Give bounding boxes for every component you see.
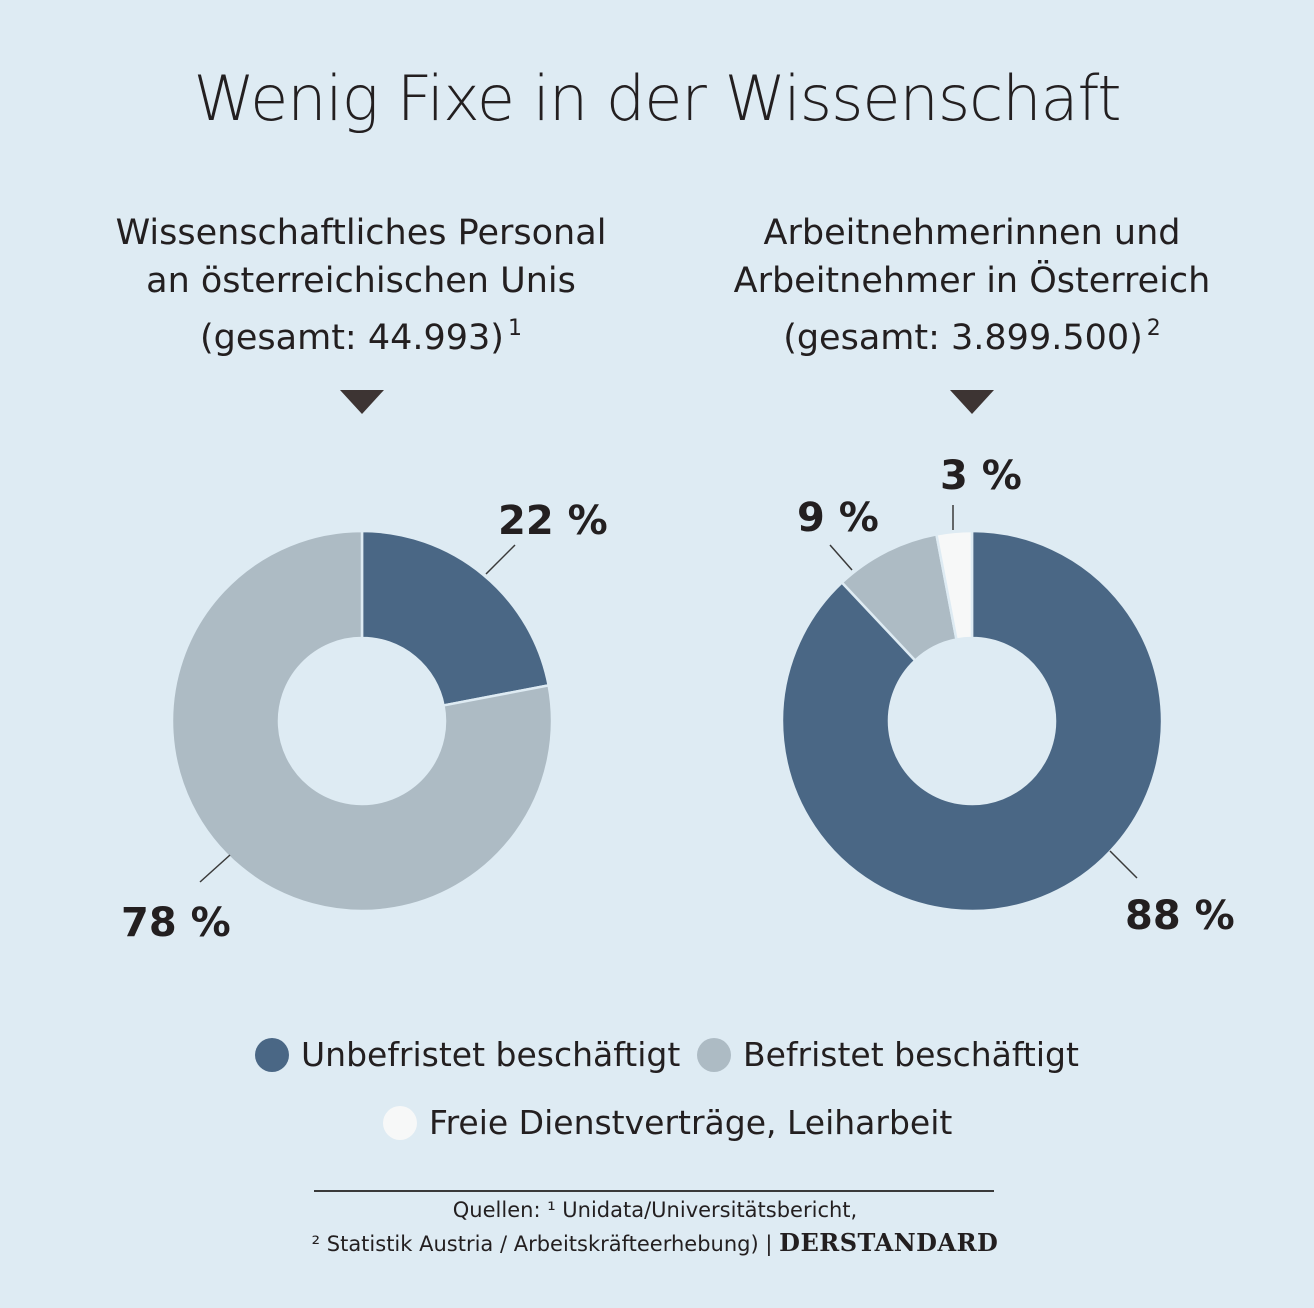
donut-left-slice-unbefristet [360, 529, 551, 707]
subtitle-right-line-2: Arbeitnehmer in Österreich [733, 261, 1211, 301]
legend-item-unbefristet: Unbefristet beschäftigt [255, 1035, 680, 1074]
legend-label-freie: Freie Dienstverträge, Leiharbeit [429, 1103, 953, 1142]
donut-right-slice-unbefristet [780, 529, 1164, 913]
legend-swatch-befristet [697, 1037, 731, 1072]
pct-label-right-befristet: 9 % [797, 495, 879, 541]
pct-label-left-befristet: 78 % [121, 900, 231, 946]
footnote-mark-1: 1 [507, 316, 522, 341]
subtitle-left: Wissenschaftliches Personal an österreic… [81, 209, 641, 362]
legend-item-freie: Freie Dienstverträge, Leiharbeit [383, 1103, 952, 1142]
subtitle-right-line-3: (gesamt: 3.899.500) [783, 318, 1143, 358]
pct-label-left-unbefristet: 22 % [498, 498, 608, 544]
leader-line-left-befristet [199, 854, 231, 883]
pct-label-right-freie: 3 % [940, 453, 1022, 499]
source-divider [314, 1190, 994, 1192]
subtitle-left-line-1: Wissenschaftliches Personal [115, 213, 607, 253]
legend-item-befristet: Befristet beschäftigt [697, 1035, 1079, 1074]
arrow-down-icon-right [950, 390, 994, 414]
donut-left-slice-befristet [170, 529, 554, 913]
leader-line-left-unbefristet [485, 544, 516, 575]
subtitle-right: Arbeitnehmerinnen und Arbeitnehmer in Ös… [692, 209, 1252, 362]
arrow-down-icon-left [340, 390, 384, 414]
donut-chart-right [780, 505, 1164, 913]
leader-line-right-unbefristet [1109, 850, 1138, 879]
donut-charts [170, 505, 1164, 913]
subtitle-left-line-3: (gesamt: 44.993) [200, 318, 504, 358]
source-line-2-text: ² Statistik Austria / Arbeitskräfteerheb… [311, 1232, 773, 1256]
pct-label-right-unbefristet: 88 % [1125, 893, 1235, 939]
source-line-2: ² Statistik Austria / Arbeitskräfteerheb… [290, 1228, 1020, 1257]
legend-label-befristet: Befristet beschäftigt [743, 1035, 1079, 1074]
legend-swatch-unbefristet [255, 1037, 289, 1072]
legend-label-unbefristet: Unbefristet beschäftigt [301, 1035, 681, 1074]
leader-line-right-befristet [829, 544, 853, 571]
subtitle-right-line-1: Arbeitnehmerinnen und [763, 213, 1181, 253]
subtitle-left-line-2: an österreichischen Unis [146, 261, 576, 301]
donut-chart-left [170, 529, 554, 913]
donut-right-slice-freie [934, 529, 974, 641]
footnote-mark-2: 2 [1146, 316, 1161, 341]
chart-title: Wenig Fixe in der Wissenschaft [193, 62, 1121, 135]
derstandard-logo: DERSTANDARD [779, 1228, 999, 1257]
source-line-1: Quellen: ¹ Unidata/Universitätsbericht, [452, 1198, 858, 1222]
legend-swatch-freie [383, 1105, 417, 1140]
